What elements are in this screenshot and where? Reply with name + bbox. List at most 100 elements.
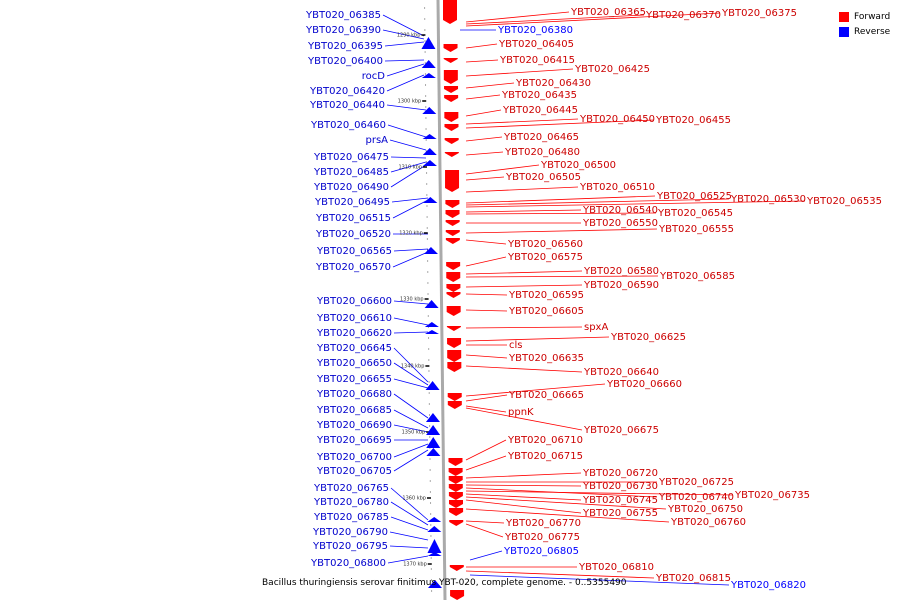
forward-gene-arrow (445, 220, 460, 226)
forward-gene-label: YBT020_06455 (655, 115, 731, 126)
forward-connector (465, 14, 645, 25)
forward-gene-arrow (445, 230, 460, 236)
forward-gene-label: YBT020_06405 (498, 39, 574, 50)
reverse-gene-label: YBT020_06695 (316, 435, 392, 446)
forward-gene-label: YBT020_06815 (655, 573, 731, 584)
forward-gene-arrow (446, 272, 461, 282)
reverse-gene-arrow (426, 425, 441, 435)
forward-gene-label: YBT020_06560 (507, 239, 583, 250)
forward-connector (465, 228, 658, 234)
reverse-connector (382, 14, 425, 37)
forward-connector (465, 570, 655, 579)
reverse-gene-arrow (427, 580, 442, 588)
forward-gene-arrow (445, 238, 460, 244)
forward-connector (465, 490, 734, 496)
forward-connector (465, 198, 730, 206)
backbone-line (436, 0, 447, 600)
reverse-gene-arrow (421, 73, 436, 78)
reverse-connector (390, 164, 427, 188)
reverse-connector (386, 104, 427, 111)
reverse-gene-label: YBT020_06395 (307, 41, 383, 52)
forward-gene-label: YBT020_06430 (515, 78, 591, 89)
forward-gene-arrow (444, 152, 459, 157)
scale-label: 1340 kbp (401, 364, 425, 370)
genome-backbone (436, 0, 447, 600)
legend-forward: Forward (839, 9, 890, 24)
forward-gene-label: YBT020_06500 (540, 160, 616, 171)
forward-connector (465, 508, 670, 523)
forward-connector (465, 499, 582, 514)
forward-connector (465, 407, 583, 431)
scale-label: 1360 kbp (402, 496, 426, 502)
forward-gene-label: YBT020_06555 (658, 224, 734, 235)
reverse-gene-label: YBT020_06440 (309, 100, 385, 111)
scale-label: 1370 kbp (403, 562, 427, 568)
reverse-gene-label: YBT020_06475 (313, 152, 389, 163)
reverse-gene-arrow (425, 381, 440, 390)
forward-connector (465, 43, 498, 49)
reverse-gene-label: YBT020_06765 (313, 483, 389, 494)
forward-gene-arrow (450, 590, 465, 600)
forward-connector (465, 394, 508, 402)
reverse-gene-arrow (422, 134, 437, 139)
forward-connector (465, 256, 507, 267)
reverse-connector (389, 139, 427, 151)
forward-gene-arrow (444, 95, 459, 102)
reverse-gene-label: YBT020_06780 (313, 497, 389, 508)
forward-connector (465, 405, 507, 413)
reverse-gene-label: YBT020_06620 (316, 328, 392, 339)
forward-gene-label: ppnK (508, 407, 534, 418)
reverse-gene-arrow (423, 247, 438, 254)
reverse-connector (393, 378, 429, 389)
reverse-gene-label: YBT020_06645 (316, 343, 392, 354)
gene-labels: YBT020_06385 YBT020_06390 YBT020_06395 YBT0… (305, 7, 882, 591)
forward-gene-label: YBT020_06625 (610, 332, 686, 343)
reverse-gene-label: rocD (362, 71, 386, 82)
forward-gene-label: YBT020_06505 (505, 172, 581, 183)
reverse-gene-label: YBT020_06380 (497, 25, 573, 36)
scale-ticks: 1290 kbp 1300 kbp 1310 kbp 1320 kbp 1330 kbp… (397, 7, 433, 592)
reverse-connector (393, 424, 429, 433)
reverse-gene-label: YBT020_06685 (316, 405, 392, 416)
forward-gene-label: YBT020_06735 (734, 490, 810, 501)
forward-connector (465, 336, 610, 342)
forward-connector (465, 200, 806, 208)
forward-gene-label: YBT020_06535 (806, 196, 882, 207)
scale-label: 1350 kbp (402, 430, 426, 436)
forward-gene-label: YBT020_06375 (721, 8, 797, 19)
forward-gene-arrow (449, 565, 464, 571)
reverse-gene-arrow (427, 517, 442, 522)
forward-connector (465, 326, 583, 329)
reverse-connector (393, 331, 429, 334)
forward-gene-label: YBT020_06715 (507, 451, 583, 462)
reverse-gene-label: YBT020_06690 (316, 420, 392, 431)
forward-gene-label: YBT020_06545 (657, 208, 733, 219)
forward-connector (465, 94, 501, 100)
forward-swatch (839, 11, 849, 22)
reverse-gene-label: YBT020_06650 (316, 358, 392, 369)
forward-connector (465, 496, 667, 510)
reverse-gene-arrow (424, 300, 439, 308)
forward-connector (465, 12, 721, 27)
reverse-gene-label: YBT020_06490 (313, 182, 389, 193)
forward-gene-arrow (444, 124, 459, 131)
forward-connector (465, 484, 582, 487)
reverse-gene-arrow (427, 552, 442, 556)
reverse-gene-label: YBT020_06420 (309, 86, 385, 97)
forward-connector (465, 186, 579, 193)
scale-label: 1310 kbp (398, 165, 422, 171)
reverse-connector (469, 574, 730, 586)
reverse-connector (393, 347, 429, 383)
reverse-connector (386, 63, 425, 77)
reverse-connector (390, 516, 429, 531)
forward-connector (465, 493, 582, 501)
forward-gene-label: YBT020_06540 (582, 205, 658, 216)
forward-connector (465, 59, 499, 63)
forward-gene-arrow (446, 284, 461, 292)
reverse-connector (392, 251, 429, 268)
forward-gene-arrow (444, 112, 459, 122)
reverse-connector (389, 531, 429, 541)
reverse-connector (382, 29, 425, 40)
forward-gene-arrow (446, 326, 461, 331)
reverse-gene-arrow (425, 413, 440, 422)
